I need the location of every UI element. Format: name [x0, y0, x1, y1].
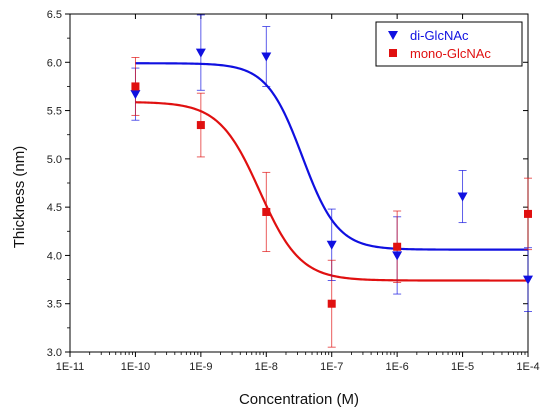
data-points [130, 48, 533, 308]
legend-marker-di-GlcNAc [388, 31, 398, 40]
data-point-di-GlcNAc [195, 48, 206, 58]
data-point-di-GlcNAc [326, 240, 337, 250]
legend-box [375, 21, 523, 67]
legend-label-mono-GlcNAc: mono-GlcNAc [410, 46, 491, 61]
legend: di-GlcNAc mono-GlcNAc [375, 21, 523, 67]
data-point-di-GlcNAc [130, 90, 141, 100]
y-tick-label: 5.0 [47, 154, 62, 166]
data-point-mono-GlcNAc [131, 82, 140, 91]
x-axis-title: Concentration (M) [239, 391, 359, 408]
y-axis-title: Thickness (nm) [11, 146, 28, 249]
data-point-mono-GlcNAc [327, 299, 336, 308]
data-point-mono-GlcNAc [262, 207, 271, 216]
data-point-mono-GlcNAc [393, 242, 402, 251]
data-point-di-GlcNAc [457, 192, 468, 202]
y-tick-label: 4.0 [47, 250, 62, 262]
x-tick-label: 1E-6 [386, 361, 409, 373]
data-point-di-GlcNAc [261, 52, 272, 62]
y-tick-label: 5.5 [47, 106, 62, 118]
y-tick-label: 6.5 [47, 9, 62, 21]
tick-marks: 1E-11 1E-10 1E-9 1E-8 1E-7 1E-6 1E-5 1E-4 3.0 3.5… [47, 9, 540, 373]
data-point-di-GlcNAc [523, 275, 533, 285]
data-point-mono-GlcNAc [196, 121, 205, 130]
y-tick-label: 3.0 [47, 347, 62, 359]
data-point-di-GlcNAc [392, 251, 403, 261]
legend-label-di-GlcNAc: di-GlcNAc [410, 28, 469, 43]
legend-marker-mono-GlcNAc [389, 49, 397, 57]
x-tick-label: 1E-10 [121, 361, 150, 373]
x-tick-label: 1E-4 [516, 361, 539, 373]
x-tick-label: 1E-8 [255, 361, 278, 373]
x-tick-label: 1E-9 [189, 361, 212, 373]
y-tick-label: 6.0 [47, 57, 62, 69]
x-tick-label: 1E-5 [451, 361, 474, 373]
x-tick-label: 1E-7 [320, 361, 343, 373]
y-tick-label: 3.5 [47, 299, 62, 311]
y-tick-label: 4.5 [47, 202, 62, 214]
x-tick-label: 1E-11 [56, 361, 85, 373]
data-point-mono-GlcNAc [524, 209, 532, 218]
